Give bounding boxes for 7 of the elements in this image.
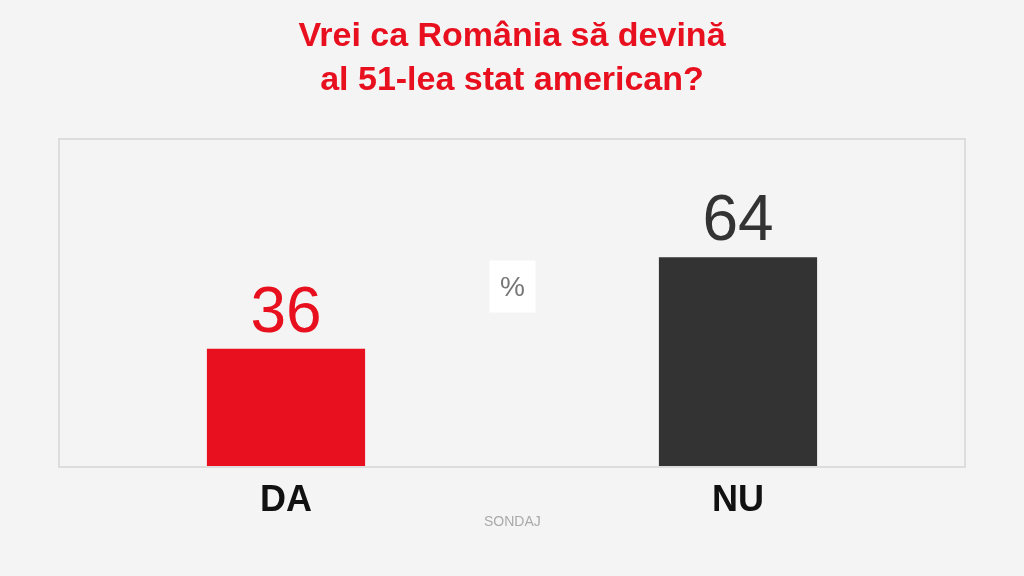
data-label: 64: [702, 182, 774, 255]
chart-title: Vrei ca România să devină al 51-lea stat american?: [298, 15, 727, 98]
x-tick-label: NU: [712, 478, 764, 520]
annotation: %: [500, 271, 525, 302]
data-label: 36: [250, 273, 322, 346]
text: SONDAJ: [484, 513, 541, 529]
x-tick-label: DA: [260, 478, 312, 520]
